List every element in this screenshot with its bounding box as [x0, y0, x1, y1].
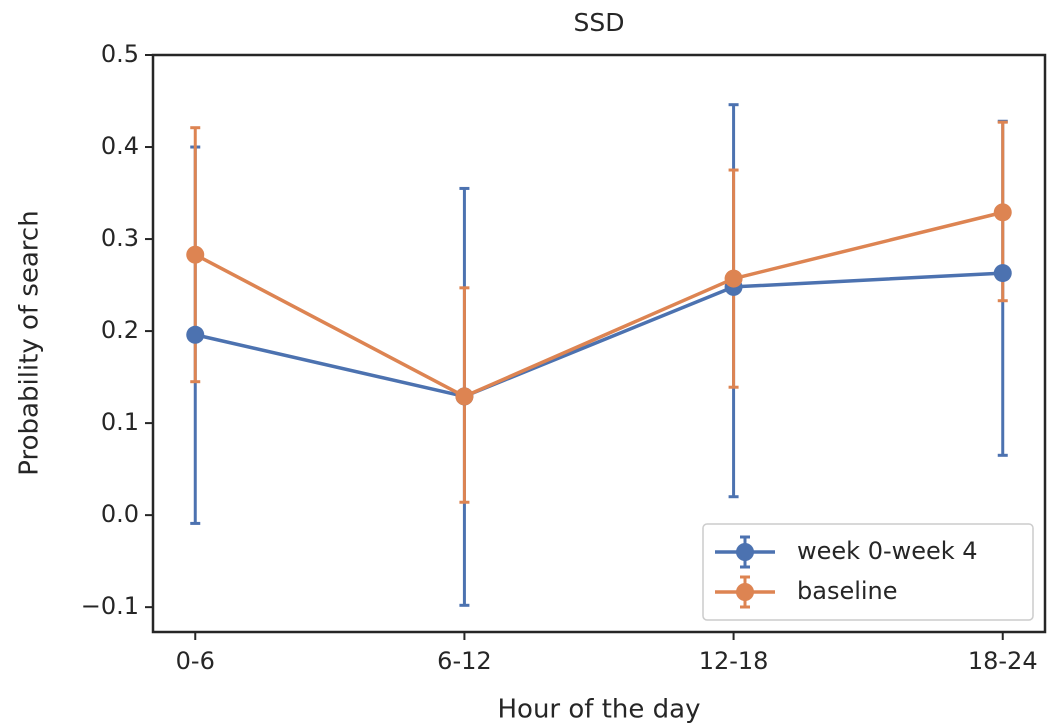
legend-marker: [736, 583, 754, 601]
x-tick-label: 12-18: [699, 647, 769, 675]
plot-frame: [151, 53, 1047, 634]
y-tick-label: 0.4: [101, 132, 139, 160]
point: [186, 245, 205, 264]
legend-box: [702, 523, 1034, 621]
series-line: [194, 210, 1004, 399]
chart-title: SSD: [574, 8, 625, 37]
legend-marker: [736, 543, 754, 561]
y-axis-label: Probability of search: [15, 210, 45, 475]
y-tick-label: 0.0: [101, 500, 139, 528]
x-tick-label: 0-6: [176, 647, 215, 675]
point: [993, 264, 1012, 283]
legend-label: baseline: [797, 577, 898, 605]
x-tick-label: 6-12: [437, 647, 491, 675]
x-tick-label: 18-24: [968, 647, 1038, 675]
y-tick-label: 0.1: [101, 408, 139, 436]
series-line: [194, 271, 1003, 399]
y-tick-label: 0.5: [101, 40, 139, 68]
x-axis-label: Hour of the day: [498, 695, 701, 725]
point: [724, 269, 743, 288]
y-tick-label: 0.2: [101, 316, 139, 344]
y-tick-label: 0.3: [101, 224, 139, 252]
point: [186, 325, 205, 344]
legend-label: week 0-week 4: [797, 537, 978, 565]
point: [993, 203, 1012, 222]
y-tick-label: −0.1: [81, 592, 139, 620]
point: [455, 387, 474, 406]
